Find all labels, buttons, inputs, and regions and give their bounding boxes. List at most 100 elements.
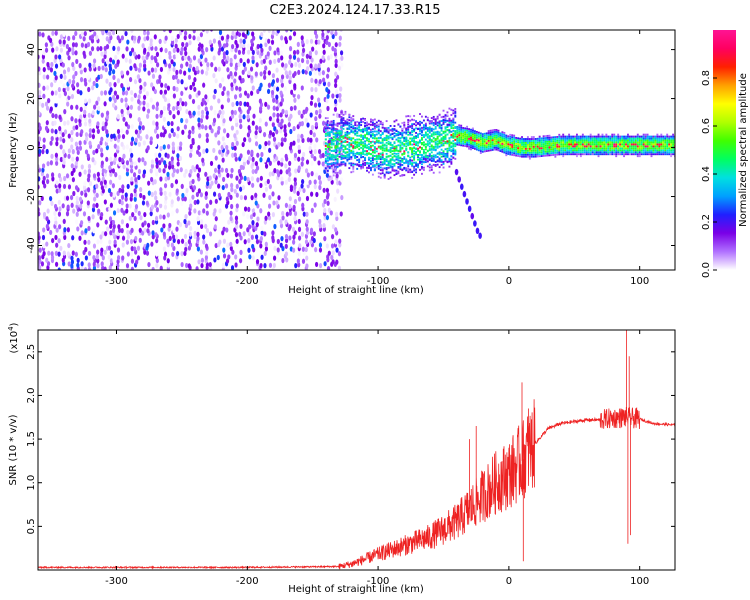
spectrogram-cell (642, 141, 645, 144)
spectrogram-cell (330, 124, 333, 126)
spectrogram-cell (493, 134, 496, 137)
spectrogram-cell (191, 137, 195, 144)
spectrogram-cell (103, 101, 107, 107)
spectrogram-cell (325, 35, 329, 41)
spectrogram-cell (405, 127, 408, 130)
spectrogram-cell (235, 129, 239, 135)
spectrogram-cell (90, 46, 95, 52)
spectrogram-cell (100, 211, 104, 218)
spectrogram-cell (642, 147, 645, 150)
spectrogram-cell (254, 130, 258, 136)
spectrogram-cell (377, 172, 380, 175)
spectrogram-cell (280, 236, 284, 242)
spectrogram-cell (301, 156, 305, 162)
spectrogram-cell (243, 66, 247, 72)
spectrogram-cell (479, 142, 482, 145)
spectrogram-cell (634, 137, 637, 140)
spectrogram-cell (458, 143, 461, 146)
spectrogram-cell (587, 139, 590, 142)
spectrogram-cell (54, 215, 58, 222)
spectrogram-cell (428, 149, 431, 152)
spectrogram-cell (570, 151, 573, 154)
spectrogram-cell (164, 35, 168, 41)
spectrogram-cell (189, 152, 193, 158)
spectrogram-cell (139, 192, 143, 199)
spectrogram-cell (593, 153, 596, 156)
spectrogram-cell (259, 82, 263, 88)
spectrogram-cell (200, 109, 205, 115)
spectrogram-cell (613, 151, 616, 154)
spectrogram-cell (68, 91, 72, 97)
spectrogram-cell (605, 147, 608, 150)
spectrogram-cell (281, 215, 285, 221)
spectrogram-cell (387, 136, 390, 138)
spectrogram-cell (262, 131, 267, 138)
spectrogram-cell (305, 195, 310, 202)
spectrogram-cell (339, 30, 343, 33)
spectrogram-cell (493, 144, 496, 147)
spectrogram-cell (113, 239, 117, 245)
spectrogram-cell (574, 153, 576, 156)
spectrogram-cell (607, 149, 610, 152)
spectrogram-cell (120, 128, 124, 134)
spectrogram-cell (407, 163, 410, 165)
spectrogram-cell (344, 141, 347, 143)
spectrogram-cell (324, 160, 327, 163)
spectrogram-cell (485, 150, 488, 152)
spectrogram-cell (338, 164, 341, 167)
spectrogram-cell (452, 123, 455, 126)
spectrogram-cell (440, 127, 443, 130)
spectrogram-cell (430, 168, 433, 171)
spectrogram-cell (356, 152, 359, 155)
spectrogram-cell (589, 149, 592, 152)
spectrogram-cell (306, 179, 310, 185)
spectrogram-cell (597, 155, 600, 158)
spectrogram-cell (521, 147, 523, 150)
spectrogram-cell (444, 136, 447, 138)
spectrogram-cell (291, 226, 296, 232)
spectrogram-cell (221, 157, 225, 163)
spectrogram-cell (162, 105, 167, 111)
spectrogram-cell (436, 152, 439, 155)
spectrogram-cell (528, 147, 531, 150)
spectrogram-cell (66, 67, 71, 73)
spectrogram-cell (314, 121, 319, 128)
spectrogram-cell (283, 128, 287, 134)
spectrogram-cell (340, 121, 343, 124)
spectrogram-cell (568, 153, 571, 156)
spectrogram-cell (154, 67, 158, 73)
spectrogram-cell (334, 156, 337, 159)
spectrogram-cell (142, 30, 147, 36)
spectrogram-cell (57, 199, 61, 205)
spectrogram-cell (336, 158, 339, 161)
spectrogram-cell (422, 127, 425, 130)
spectrogram-cell (210, 180, 214, 186)
spectrogram-cell (312, 231, 316, 237)
spectrogram-cell (421, 156, 423, 159)
spectrogram-cell (419, 168, 421, 171)
spectrogram-cell (325, 243, 329, 249)
spectrogram-cell (501, 133, 504, 136)
spectrogram-cell (466, 129, 469, 132)
spectrogram-cell (66, 101, 70, 107)
spectrogram-cell (95, 148, 99, 154)
spectrogram-cell (534, 147, 537, 150)
spectrogram-cell (287, 176, 291, 183)
spectrogram-cell (395, 119, 398, 122)
spectrogram-cell (258, 144, 262, 150)
spectrogram-cell (587, 137, 590, 140)
spectrogram-cell (42, 243, 46, 249)
spectrogram-cell (623, 145, 625, 148)
spectrogram-cell (552, 142, 555, 145)
spectrogram-cell (218, 208, 222, 214)
spectrogram-cell (464, 137, 467, 140)
spectrogram-cell (493, 142, 496, 145)
spectrogram-cell (477, 133, 480, 136)
spectrogram-cell (38, 136, 42, 142)
spectrogram-cell (62, 69, 67, 75)
spectrogram-cell (266, 51, 270, 57)
spectrogram-cell (395, 145, 398, 148)
spectrogram-cell (399, 125, 402, 128)
spectrogram-cell (601, 149, 604, 152)
spectrogram-cell (454, 153, 457, 156)
